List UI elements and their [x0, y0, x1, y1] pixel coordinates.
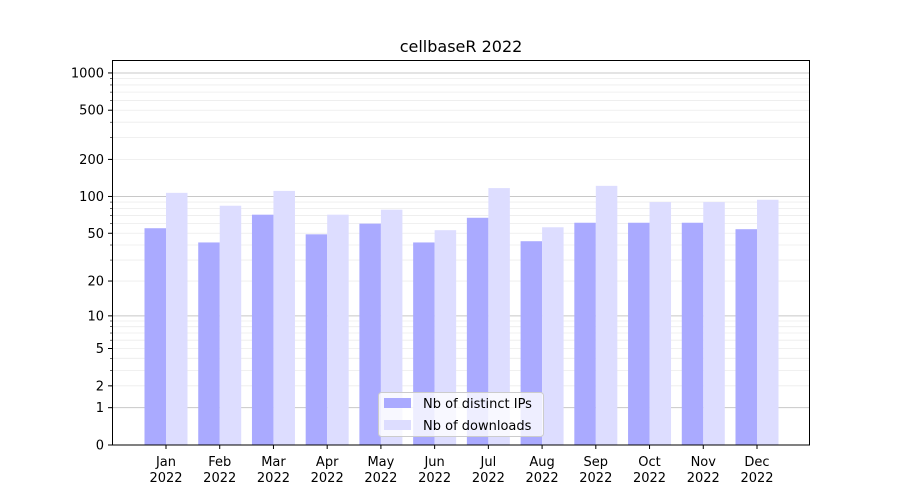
bar-downloads: [703, 202, 725, 445]
y-tick-label: 100: [79, 190, 104, 205]
bar-downloads: [542, 227, 564, 445]
chart-title: cellbaseR 2022: [400, 37, 523, 56]
bar-ips: [251, 214, 274, 445]
bar-ips: [305, 234, 328, 445]
bar-ips: [574, 222, 596, 445]
x-tick-label: 2022: [633, 471, 666, 486]
bar-downloads: [327, 214, 349, 445]
x-tick-label: Apr: [316, 455, 339, 470]
x-tick-label: 2022: [364, 471, 397, 486]
legend-label-ips: Nb of distinct IPs: [423, 397, 532, 412]
bar-downloads: [273, 190, 295, 445]
bar-downloads: [434, 230, 457, 445]
bar-downloads: [488, 188, 510, 446]
x-tick-label: Mar: [261, 455, 286, 470]
x-tick-label: 2022: [526, 471, 559, 486]
y-tick-label: 200: [79, 153, 104, 168]
x-tick-label: 2022: [472, 471, 505, 486]
x-tick-label: 2022: [203, 471, 236, 486]
y-tick-label: 1: [96, 401, 104, 416]
x-tick-label: 2022: [740, 471, 773, 486]
x-tick-label: Jul: [480, 455, 497, 470]
bar-ips: [198, 242, 220, 445]
y-tick-label: 50: [87, 227, 104, 242]
bar-ips: [144, 228, 166, 445]
x-tick-label: 2022: [311, 471, 344, 486]
x-tick-label: Sep: [584, 455, 609, 470]
x-tick-label: Oct: [638, 455, 660, 470]
x-tick-label: Dec: [744, 455, 769, 470]
x-tick-label: 2022: [579, 471, 612, 486]
legend-swatch-ips: [384, 398, 411, 408]
y-tick-label: 0: [96, 439, 104, 454]
x-tick-label: Jan: [155, 455, 176, 470]
bar-downloads: [595, 185, 618, 446]
legend: Nb of distinct IPs Nb of downloads: [378, 392, 544, 437]
legend-label-downloads: Nb of downloads: [423, 419, 532, 434]
bar-downloads: [757, 199, 779, 445]
y-tick-label: 2: [96, 379, 104, 394]
bar-downloads: [219, 205, 242, 445]
x-tick-label: 2022: [687, 471, 720, 486]
x-tick-label: Nov: [691, 455, 717, 470]
bar-ips: [681, 222, 704, 445]
axes-frame: [112, 60, 810, 446]
bar-ips: [628, 222, 650, 445]
x-tick-label: Aug: [529, 455, 554, 470]
y-tick-label: 10: [87, 309, 104, 324]
y-tick-label: 5: [96, 342, 104, 357]
x-tick-label: 2022: [149, 471, 182, 486]
y-tick-label: 1000: [71, 66, 104, 81]
bar-ips: [735, 229, 757, 445]
legend-swatch-downloads: [384, 420, 411, 430]
x-tick-label: 2022: [418, 471, 451, 486]
bar-ips: [359, 223, 381, 445]
x-tick-label: Feb: [208, 455, 231, 470]
x-axis: Jan2022Feb2022Mar2022Apr2022May2022Jun20…: [149, 445, 774, 486]
bar-ips: [466, 217, 489, 445]
y-tick-label: 20: [87, 275, 104, 290]
bar-downloads: [649, 202, 672, 445]
bar-downloads: [166, 192, 188, 445]
bar-downloads: [380, 209, 403, 445]
x-tick-label: 2022: [257, 471, 290, 486]
x-tick-label: Jun: [423, 455, 444, 470]
y-tick-label: 500: [79, 104, 104, 119]
x-tick-label: May: [367, 455, 394, 470]
y-axis: 0 1 2 5 10 20 50 100 200 500 1000: [71, 66, 112, 454]
